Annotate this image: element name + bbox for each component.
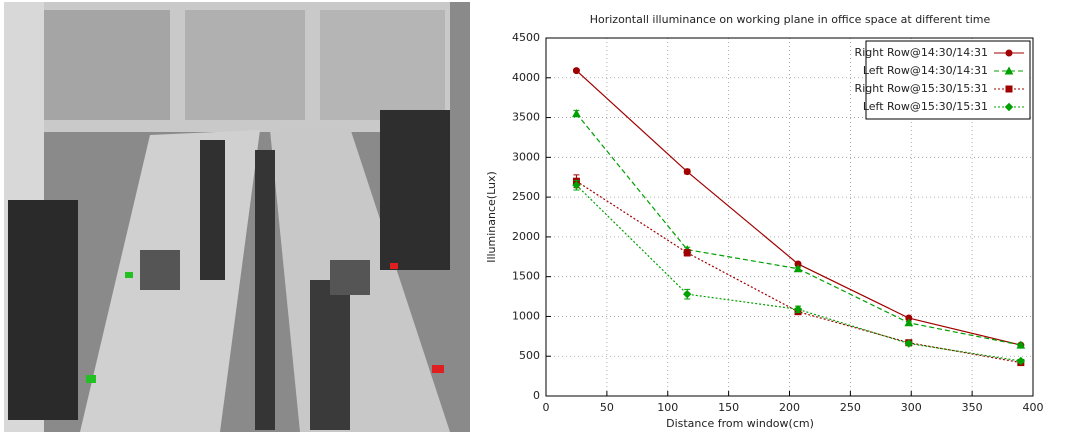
- legend-label: Right Row@15:30/15:31: [855, 82, 988, 95]
- y-tick-label: 500: [519, 349, 540, 362]
- x-tick-label: 400: [1023, 401, 1044, 414]
- legend-label: Left Row@14:30/14:31: [863, 64, 988, 77]
- marker: [573, 68, 579, 74]
- y-tick-label: 0: [533, 389, 540, 402]
- marker: [684, 250, 690, 256]
- x-tick-label: 200: [779, 401, 800, 414]
- x-tick-label: 250: [840, 401, 861, 414]
- y-tick-label: 3000: [512, 150, 540, 163]
- x-tick-label: 0: [543, 401, 550, 414]
- marker: [684, 291, 691, 298]
- y-tick-label: 3500: [512, 111, 540, 124]
- x-tick-label: 300: [901, 401, 922, 414]
- marker: [684, 169, 690, 175]
- series-line: [576, 185, 1020, 361]
- chart-title: Horizontall illuminance on working plane…: [590, 13, 991, 26]
- y-tick-label: 2500: [512, 190, 540, 203]
- legend-label: Right Row@14:30/14:31: [855, 46, 988, 59]
- x-tick-label: 150: [718, 401, 739, 414]
- y-axis-label: Illuminance(Lux): [485, 171, 498, 263]
- marker: [573, 110, 580, 117]
- y-tick-label: 4000: [512, 71, 540, 84]
- marker: [1006, 50, 1012, 56]
- x-tick-label: 100: [657, 401, 678, 414]
- x-tick-label: 50: [600, 401, 614, 414]
- x-tick-label: 350: [962, 401, 983, 414]
- legend-label: Left Row@15:30/15:31: [863, 100, 988, 113]
- figure: Horizontall illuminance on working plane…: [0, 0, 1089, 434]
- x-axis-label: Distance from window(cm): [666, 417, 814, 430]
- office-photo: [4, 2, 470, 432]
- marker: [1006, 86, 1012, 92]
- y-tick-label: 2000: [512, 230, 540, 243]
- y-tick-label: 4500: [512, 31, 540, 44]
- y-tick-label: 1500: [512, 270, 540, 283]
- y-tick-label: 1000: [512, 309, 540, 322]
